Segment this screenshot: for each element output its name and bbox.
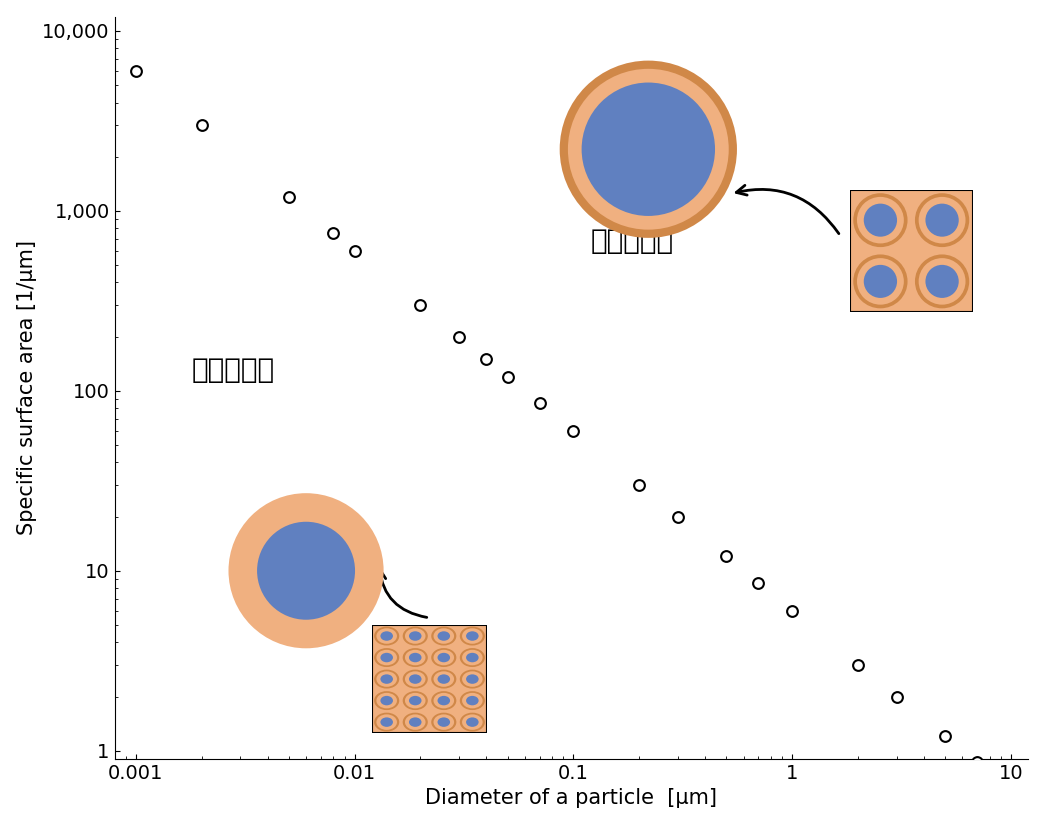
X-axis label: Diameter of a particle  [μm]: Diameter of a particle [μm] xyxy=(425,789,718,808)
Point xyxy=(346,244,363,257)
Y-axis label: Specific surface area [1/μm]: Specific surface area [1/μm] xyxy=(17,240,37,535)
Point xyxy=(969,756,985,769)
Point xyxy=(478,352,494,365)
Point xyxy=(280,190,297,203)
Point xyxy=(888,690,905,703)
Point xyxy=(531,396,548,409)
Text: 比表面積大: 比表面積大 xyxy=(191,356,275,384)
Point xyxy=(784,604,800,617)
Point xyxy=(936,730,953,743)
Point xyxy=(670,510,687,523)
Point xyxy=(631,478,648,492)
Point xyxy=(565,424,582,437)
Point xyxy=(325,227,342,240)
Point xyxy=(450,330,467,343)
Point xyxy=(750,576,767,589)
Point xyxy=(850,658,866,672)
Point xyxy=(500,370,516,383)
Point xyxy=(718,550,735,563)
Point xyxy=(193,119,210,132)
Point xyxy=(412,299,428,312)
Text: 比表面積小: 比表面積小 xyxy=(590,227,674,255)
Point xyxy=(127,64,144,78)
